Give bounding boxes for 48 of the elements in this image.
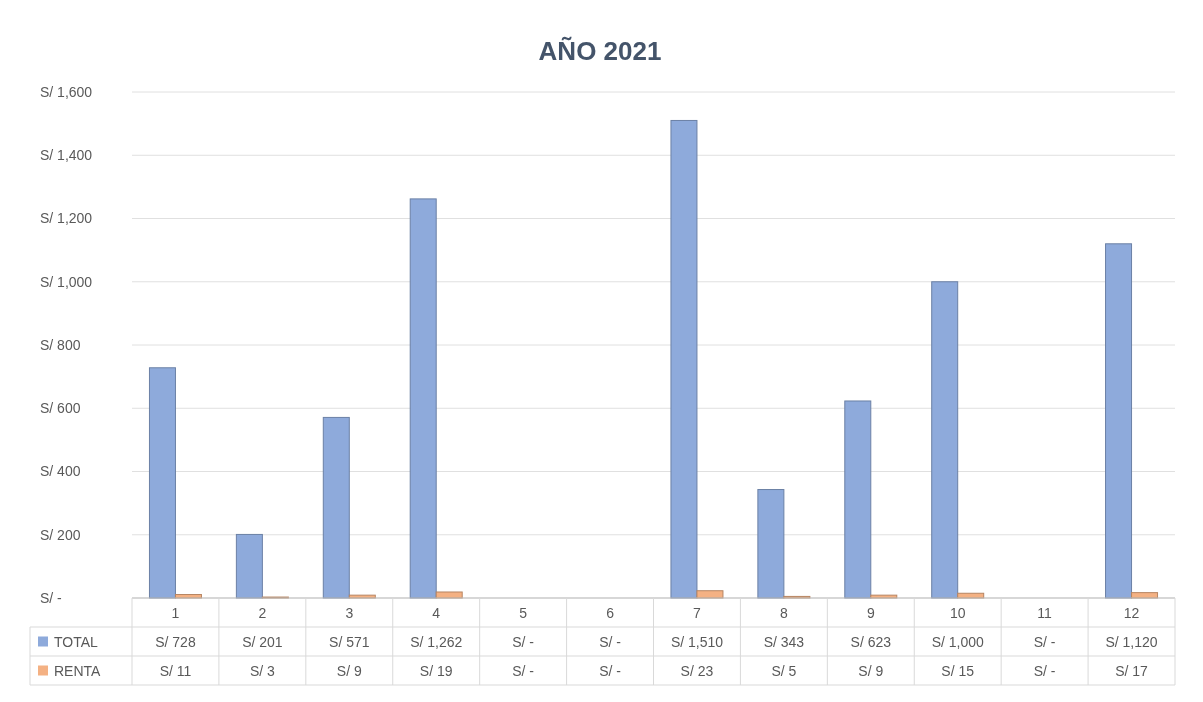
y-tick-label: S/ 1,200 xyxy=(40,210,93,227)
legend-label: TOTAL xyxy=(54,633,99,650)
x-tick-label: 7 xyxy=(693,604,702,621)
x-tick-label: 5 xyxy=(519,604,528,621)
y-tick-label: S/ 600 xyxy=(40,400,81,417)
data-label: S/ 343 xyxy=(763,633,805,650)
x-tick-label: 11 xyxy=(1037,604,1053,621)
x-tick-label: 4 xyxy=(432,604,441,621)
data-label: S/ 15 xyxy=(941,662,975,679)
data-label: S/ 1,120 xyxy=(1105,633,1158,650)
data-label: S/ 1,262 xyxy=(410,633,463,650)
data-label: S/ 201 xyxy=(242,633,283,650)
data-label: S/ 3 xyxy=(249,662,276,679)
x-tick-label: 12 xyxy=(1123,604,1140,621)
data-label: S/ 571 xyxy=(329,633,370,650)
chart-title: AÑO 2021 xyxy=(538,36,662,66)
data-label: S/ 9 xyxy=(858,662,884,679)
data-label: S/ 1,000 xyxy=(931,633,984,650)
x-tick-label: 6 xyxy=(606,604,615,621)
y-tick-label: S/ - xyxy=(40,589,63,606)
data-label: S/ 19 xyxy=(419,662,453,679)
data-label: S/ 17 xyxy=(1115,662,1149,679)
data-label: S/ - xyxy=(599,662,622,679)
x-tick-label: 9 xyxy=(866,604,875,621)
legend-label: RENTA xyxy=(54,662,102,679)
data-label: S/ 728 xyxy=(155,633,196,650)
data-label: S/ - xyxy=(512,662,535,679)
data-label: S/ - xyxy=(512,633,535,650)
x-tick-label: 3 xyxy=(345,604,354,621)
y-tick-label: S/ 800 xyxy=(40,336,81,353)
y-tick-label: S/ 1,000 xyxy=(40,273,93,290)
y-tick-label: S/ 1,400 xyxy=(40,147,93,164)
y-tick-label: S/ 400 xyxy=(40,463,81,480)
x-tick-label: 8 xyxy=(779,604,788,621)
data-label: S/ 1,510 xyxy=(670,633,724,650)
data-label: S/ 11 xyxy=(159,662,192,679)
data-label: S/ 9 xyxy=(336,662,362,679)
y-tick-label: S/ 200 xyxy=(40,526,81,543)
x-tick-label: 1 xyxy=(171,604,180,621)
data-label: S/ - xyxy=(1033,633,1056,650)
data-label: S/ - xyxy=(1033,662,1056,679)
x-tick-label: 10 xyxy=(949,604,966,621)
data-label: S/ 623 xyxy=(850,633,892,650)
y-tick-label: S/ 1,600 xyxy=(40,83,93,100)
data-label: S/ 5 xyxy=(771,662,797,679)
data-label: S/ - xyxy=(599,633,622,650)
data-label: S/ 23 xyxy=(680,662,714,679)
x-tick-label: 2 xyxy=(258,604,267,621)
